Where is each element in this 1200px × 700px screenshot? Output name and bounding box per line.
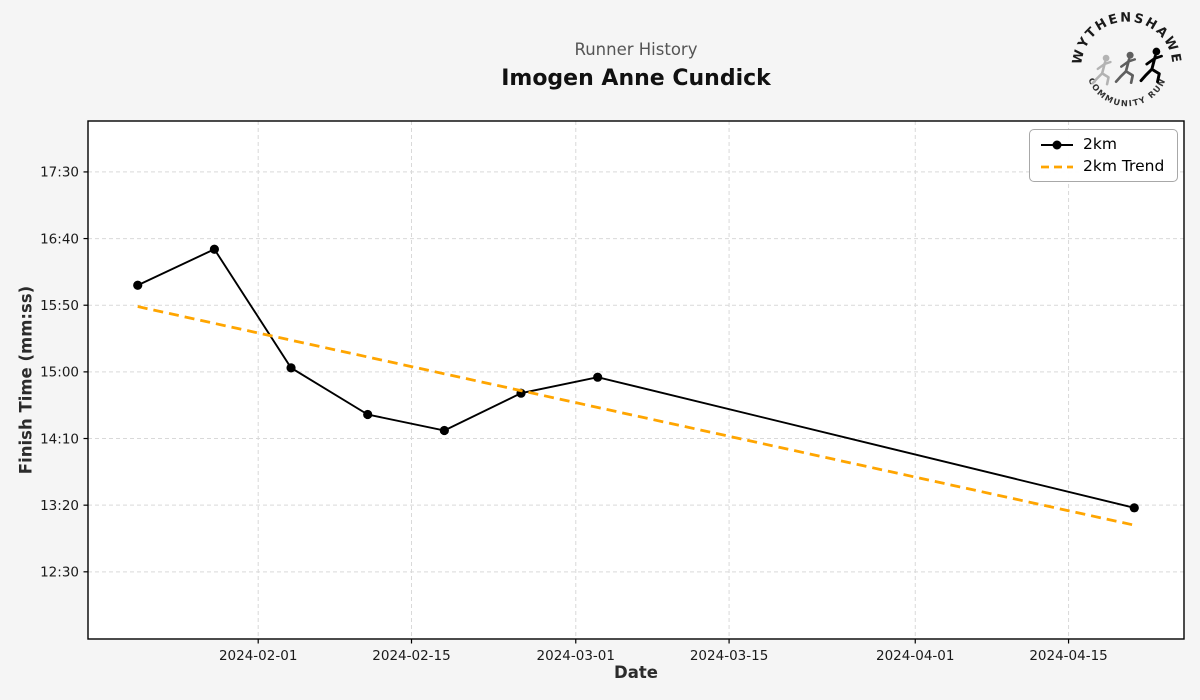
- logo-top-arc-text: WYTHENSHAWE: [1070, 11, 1184, 66]
- y-tick-label: 14:10: [40, 431, 79, 447]
- plot-area: [88, 121, 1184, 639]
- y-tick-label: 15:00: [40, 365, 79, 381]
- axis-ticks: 2024-02-01 2024-02-15 2024-03-01 2024-03-15…: [40, 165, 1108, 664]
- series-2km-markers: [133, 244, 1139, 513]
- x-tick-label: 2024-02-01: [219, 648, 297, 664]
- y-tick-label: 15:50: [40, 298, 79, 314]
- y-tick-label: 16:40: [40, 231, 79, 247]
- legend-item-2km-trend: 2km Trend: [1039, 157, 1168, 176]
- series-2km-trend-line: [137, 305, 1135, 527]
- legend-2km-line-sample-icon: [1041, 140, 1073, 150]
- y-tick-label: 13:20: [40, 498, 79, 514]
- gridlines: [88, 121, 1184, 639]
- x-tick-label: 2024-04-15: [1029, 648, 1107, 664]
- x-tick-label: 2024-04-01: [876, 648, 954, 664]
- logo-runner-figures-icon: [1091, 46, 1164, 86]
- x-tick-label: 2024-02-15: [372, 648, 450, 664]
- logo-bottom-arc-text: COMMUNITY RUN: [1086, 76, 1167, 108]
- legend-item-2km: 2km: [1039, 135, 1168, 153]
- plot-border: [87, 120, 1185, 640]
- legend-trend-line-sample-icon: [1041, 165, 1073, 168]
- legend-2km-label: 2km: [1083, 135, 1117, 153]
- y-tick-label: 17:30: [40, 165, 79, 181]
- wythenshawe-community-run-logo: WYTHENSHAWE COMMUNITY RUN: [1070, 11, 1184, 109]
- legend-trend-label: 2km Trend: [1083, 157, 1165, 176]
- x-tick-label: 2024-03-15: [690, 648, 768, 664]
- x-axis-label: Date: [614, 663, 658, 682]
- y-axis-label: Finish Time (mm:ss): [16, 285, 36, 475]
- x-tick-label: 2024-03-01: [537, 648, 615, 664]
- chart-legend: 2km 2km Trend: [1029, 129, 1178, 183]
- series-2km-line: [137, 248, 1135, 509]
- y-tick-label: 12:30: [40, 565, 79, 581]
